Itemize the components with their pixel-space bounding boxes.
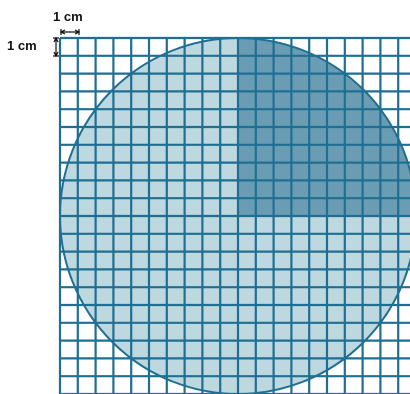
vertical-scale-label: 1 cm: [7, 38, 37, 53]
horizontal-scale-marker: [59, 29, 81, 35]
vertical-scale-marker: [53, 36, 59, 58]
circle-outline: [59, 37, 410, 394]
horizontal-scale-label: 1 cm: [53, 9, 83, 24]
square-grid: [58, 36, 410, 394]
